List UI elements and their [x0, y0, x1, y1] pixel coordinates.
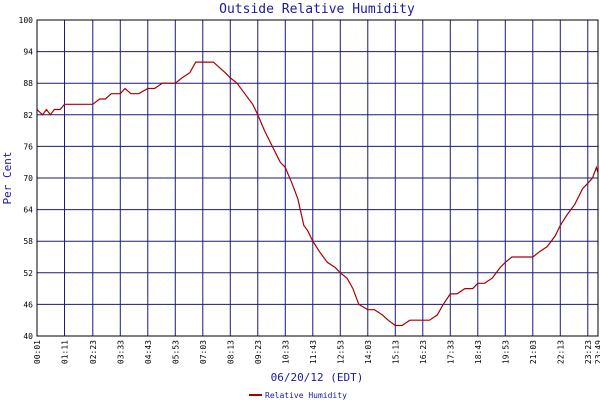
- y-tick-label: 82: [23, 111, 33, 120]
- x-axis-label: 06/20/12 (EDT): [271, 371, 364, 384]
- x-tick-label: 23:49: [594, 340, 600, 364]
- series-layer: [36, 61, 599, 327]
- y-tick-label: 40: [23, 332, 33, 341]
- x-tick-label: 07:03: [199, 340, 208, 364]
- legend: Relative Humidity: [249, 391, 347, 400]
- x-tick-label: 12:53: [336, 340, 345, 364]
- x-tick-label: 16:23: [419, 340, 428, 364]
- y-tick-label: 52: [23, 269, 33, 278]
- x-tick-label: 10:33: [281, 340, 290, 364]
- x-tick-label: 04:43: [144, 340, 153, 364]
- y-tick-labels: 40 46 52 58 64 70 76 82 88 94 100: [19, 16, 34, 341]
- y-tick-label: 76: [23, 142, 33, 151]
- x-tick-label: 14:03: [364, 340, 373, 364]
- x-tick-label: 11:43: [309, 340, 318, 364]
- y-tick-label: 46: [23, 300, 33, 309]
- y-tick-label: 58: [23, 237, 33, 246]
- x-tick-labels: 00:01 01:11 02:23 03:33 04:43 05:53 07:03 08:13…: [33, 340, 600, 364]
- chart-title: Outside Relative Humidity: [219, 2, 415, 17]
- x-tick-label: 05:53: [171, 340, 180, 364]
- x-tick-label: 21:03: [529, 340, 538, 364]
- x-tick-label: 08:13: [226, 340, 235, 364]
- x-tick-label: 09:23: [254, 340, 263, 364]
- x-tick-label: 22:13: [556, 340, 565, 364]
- y-axis-label: Per Cent: [1, 152, 14, 205]
- x-tick-label: 19:53: [501, 340, 510, 364]
- y-tick-label: 70: [23, 174, 33, 183]
- plot-frame: [36, 19, 599, 337]
- y-tick-label: 94: [23, 48, 33, 57]
- y-tick-label: 64: [23, 206, 33, 215]
- grid-lines: [36, 19, 599, 337]
- x-tick-label: 00:01: [33, 340, 42, 364]
- series-line-relative-humidity: [36, 61, 599, 327]
- x-tick-label: 23:23: [584, 340, 593, 364]
- x-tick-label: 17:33: [446, 340, 455, 364]
- x-tick-label: 01:11: [61, 340, 70, 364]
- y-tick-label: 88: [23, 79, 33, 88]
- x-tick-label: 03:33: [116, 340, 125, 364]
- x-tick-label: 02:23: [89, 340, 98, 364]
- y-tick-label: 100: [19, 16, 34, 25]
- legend-label: Relative Humidity: [265, 391, 347, 400]
- x-tick-label: 15:13: [391, 340, 400, 364]
- x-tick-label: 18:43: [474, 340, 483, 364]
